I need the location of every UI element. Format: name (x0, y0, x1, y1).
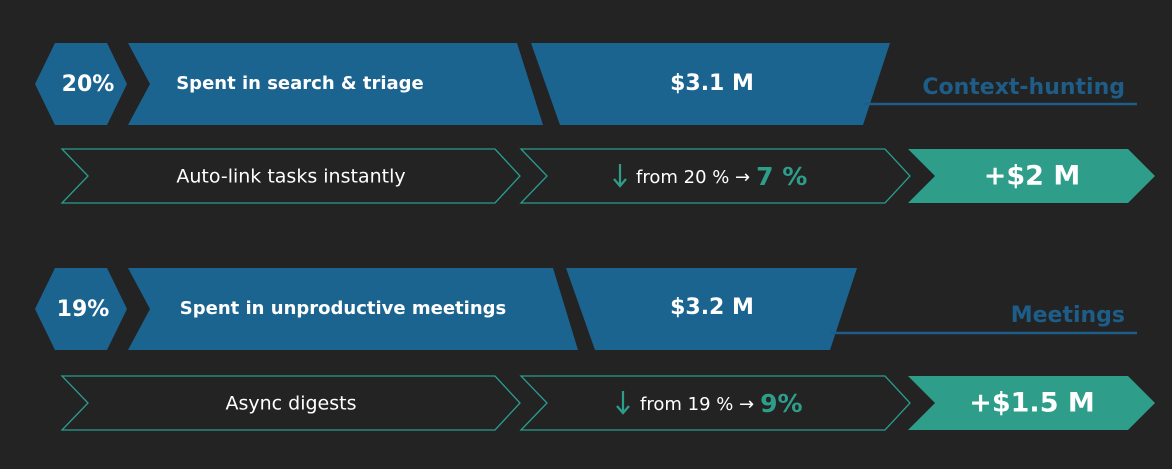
problem: Spent in unproductive meetings (180, 298, 506, 319)
action: Async digests (225, 393, 356, 415)
share-hexagon (35, 268, 127, 350)
target: 9% (760, 389, 802, 418)
saving-chevron (908, 376, 1155, 430)
change-chevron (519, 375, 911, 431)
cost: $3.2 M (670, 295, 754, 320)
share-hexagon (35, 43, 127, 125)
down-arrow-icon (613, 164, 627, 188)
down-arrow-icon (616, 391, 630, 415)
block: 20% Spent in search & triage $3.1 M Cont… (35, 43, 1155, 204)
category: Meetings (1011, 303, 1125, 328)
action-chevron (60, 148, 521, 204)
saving: +$2 M (984, 161, 1080, 192)
change-text: from 20 % → 7 % (636, 162, 807, 191)
change-chevron (519, 148, 911, 204)
block: 19% Spent in unproductive meetings $3.2 … (35, 268, 1155, 431)
cost-banner (566, 268, 857, 350)
share: 19% (57, 297, 110, 322)
cost-banner (531, 43, 890, 125)
share: 20% (62, 72, 115, 97)
saving-chevron (908, 149, 1155, 203)
change: from 19 % → (640, 394, 754, 415)
cost: $3.1 M (670, 71, 754, 96)
category: Context-hunting (922, 75, 1125, 100)
change-text: from 19 % → 9% (640, 389, 803, 418)
action-chevron (60, 375, 521, 431)
change: from 20 % → (636, 167, 750, 188)
problem-banner (128, 268, 578, 350)
problem-banner (128, 43, 543, 125)
action: Auto-link tasks instantly (176, 166, 405, 188)
target: 7 % (756, 162, 807, 191)
problem: Spent in search & triage (176, 73, 424, 94)
saving: +$1.5 M (969, 388, 1095, 419)
